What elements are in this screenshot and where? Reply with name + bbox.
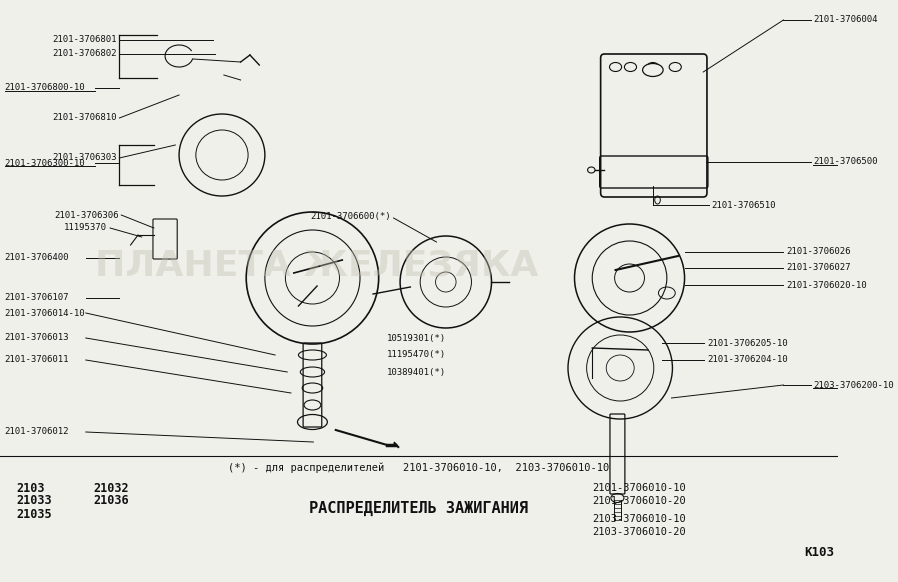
Text: 2101-3706800-10: 2101-3706800-10 [4, 83, 85, 93]
Text: 2101-3706014-10: 2101-3706014-10 [4, 308, 85, 318]
Text: 2101-3706020-10: 2101-3706020-10 [787, 281, 867, 289]
Text: 2103-3706010-10: 2103-3706010-10 [593, 514, 686, 524]
Text: 21035: 21035 [17, 508, 52, 520]
Text: РАСПРЕДЕЛИТЕЛЬ ЗАЖИГАНИЯ: РАСПРЕДЕЛИТЕЛЬ ЗАЖИГАНИЯ [309, 501, 528, 516]
Text: 10519301(*): 10519301(*) [387, 333, 446, 342]
Text: 11195370: 11195370 [65, 223, 107, 232]
Text: 2103-3706010-20: 2103-3706010-20 [593, 527, 686, 537]
Text: 2101-3706011: 2101-3706011 [4, 356, 69, 364]
Text: 2101-3706802: 2101-3706802 [52, 49, 117, 59]
Text: 11195470(*): 11195470(*) [387, 350, 446, 360]
Text: 10389401(*): 10389401(*) [387, 367, 446, 377]
Text: K103: K103 [804, 546, 834, 559]
Text: (*) - для распределителей   2101-3706010-10,  2103-3706010-10: (*) - для распределителей 2101-3706010-1… [228, 463, 610, 473]
Text: 2101-3706026: 2101-3706026 [787, 247, 850, 257]
Text: 2101-3706303: 2101-3706303 [52, 154, 117, 162]
Ellipse shape [643, 63, 663, 76]
Text: 2101-3706510: 2101-3706510 [711, 201, 776, 210]
Ellipse shape [624, 62, 637, 72]
Text: ПЛАНЕТА ЖЕЛЕЗЯКА: ПЛАНЕТА ЖЕЛЕЗЯКА [95, 248, 539, 282]
Text: 2101-3706205-10: 2101-3706205-10 [707, 339, 788, 347]
Text: 2101-3706004: 2101-3706004 [814, 16, 877, 24]
Text: 2101-3706204-10: 2101-3706204-10 [707, 356, 788, 364]
Text: 2101-3706012: 2101-3706012 [4, 428, 69, 436]
Text: 2101-3706013: 2101-3706013 [4, 333, 69, 342]
Text: 2101-3706810: 2101-3706810 [52, 113, 117, 122]
Ellipse shape [669, 62, 682, 72]
Text: 2101-3706027: 2101-3706027 [787, 264, 850, 272]
Text: 2101-3706010-20: 2101-3706010-20 [593, 496, 686, 506]
Text: 2101-3706306: 2101-3706306 [54, 211, 119, 219]
Text: 2101-3706400: 2101-3706400 [4, 254, 69, 262]
Text: 2103: 2103 [17, 481, 45, 495]
Text: 21036: 21036 [93, 495, 129, 508]
Text: 2101-3706300-10: 2101-3706300-10 [4, 158, 85, 168]
Ellipse shape [647, 62, 659, 72]
Ellipse shape [610, 62, 621, 72]
Text: 2101-3706107: 2101-3706107 [4, 293, 69, 303]
Text: 2103-3706200-10: 2103-3706200-10 [814, 381, 894, 389]
Text: 2101-3706010-10: 2101-3706010-10 [593, 483, 686, 493]
Text: 2101-3706801: 2101-3706801 [52, 36, 117, 44]
Text: 2101-3706500: 2101-3706500 [814, 158, 877, 166]
Text: 21032: 21032 [93, 481, 129, 495]
Text: 21033: 21033 [17, 495, 52, 508]
Text: 2101-3706600(*): 2101-3706600(*) [310, 211, 391, 221]
